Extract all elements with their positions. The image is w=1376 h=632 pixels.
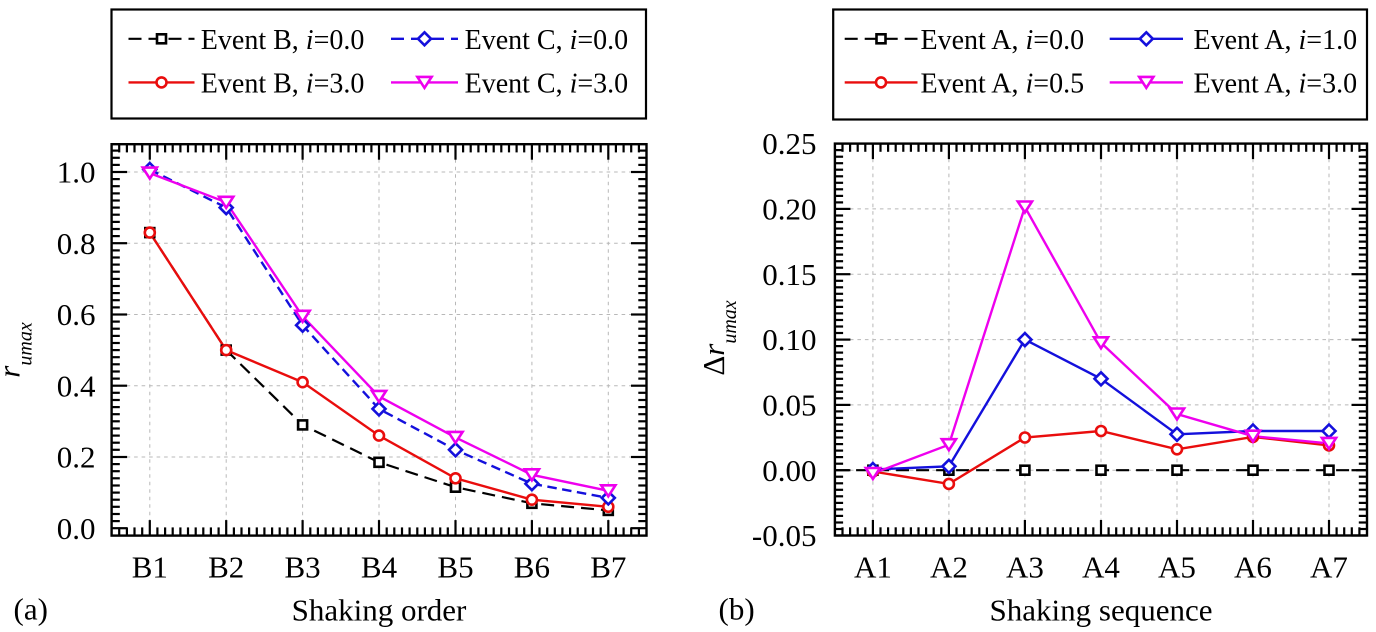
svg-text:0.10: 0.10 [762, 322, 816, 357]
svg-text:A1: A1 [854, 549, 892, 584]
svg-text:0.25: 0.25 [762, 126, 816, 161]
svg-text:B4: B4 [361, 549, 398, 584]
svg-text:A4: A4 [1082, 549, 1120, 584]
svg-text:(b): (b) [719, 592, 755, 627]
svg-text:1.0: 1.0 [57, 155, 96, 190]
svg-text:(a): (a) [14, 592, 48, 627]
svg-text:0.00: 0.00 [762, 453, 816, 488]
svg-text:Event B, i=3.0: Event B, i=3.0 [201, 68, 365, 99]
svg-text:B2: B2 [208, 549, 244, 584]
svg-text:-0.05: -0.05 [752, 518, 817, 553]
svg-text:0.2: 0.2 [57, 440, 96, 475]
svg-text:B5: B5 [437, 549, 473, 584]
svg-text:Event A, i=3.0: Event A, i=3.0 [1194, 68, 1358, 99]
svg-text:A7: A7 [1310, 549, 1348, 584]
svg-text:Event A, i=0.5: Event A, i=0.5 [921, 68, 1085, 99]
svg-text:B3: B3 [285, 549, 321, 584]
svg-text:0.15: 0.15 [762, 257, 816, 292]
svg-text:A2: A2 [930, 549, 968, 584]
svg-text:Event C, i=0.0: Event C, i=0.0 [465, 25, 629, 56]
svg-text:Shaking order: Shaking order [292, 592, 467, 627]
svg-text:0.8: 0.8 [57, 226, 96, 261]
svg-text:0.4: 0.4 [57, 368, 96, 403]
svg-text:Shaking sequence: Shaking sequence [990, 592, 1213, 627]
svg-text:Event A, i=0.0: Event A, i=0.0 [921, 25, 1085, 56]
svg-text:B6: B6 [514, 549, 550, 584]
svg-text:Event C, i=3.0: Event C, i=3.0 [465, 68, 629, 99]
svg-text:0.05: 0.05 [762, 388, 816, 423]
svg-text:Event B, i=0.0: Event B, i=0.0 [201, 25, 365, 56]
svg-text:A6: A6 [1234, 549, 1272, 584]
svg-text:0.0: 0.0 [57, 511, 96, 546]
svg-text:Event A, i=1.0: Event A, i=1.0 [1194, 25, 1358, 56]
svg-text:B1: B1 [132, 549, 168, 584]
svg-text:B7: B7 [590, 549, 626, 584]
svg-text:0.20: 0.20 [762, 192, 816, 227]
svg-text:A5: A5 [1158, 549, 1196, 584]
svg-text:0.6: 0.6 [57, 297, 96, 332]
svg-text:A3: A3 [1006, 549, 1044, 584]
